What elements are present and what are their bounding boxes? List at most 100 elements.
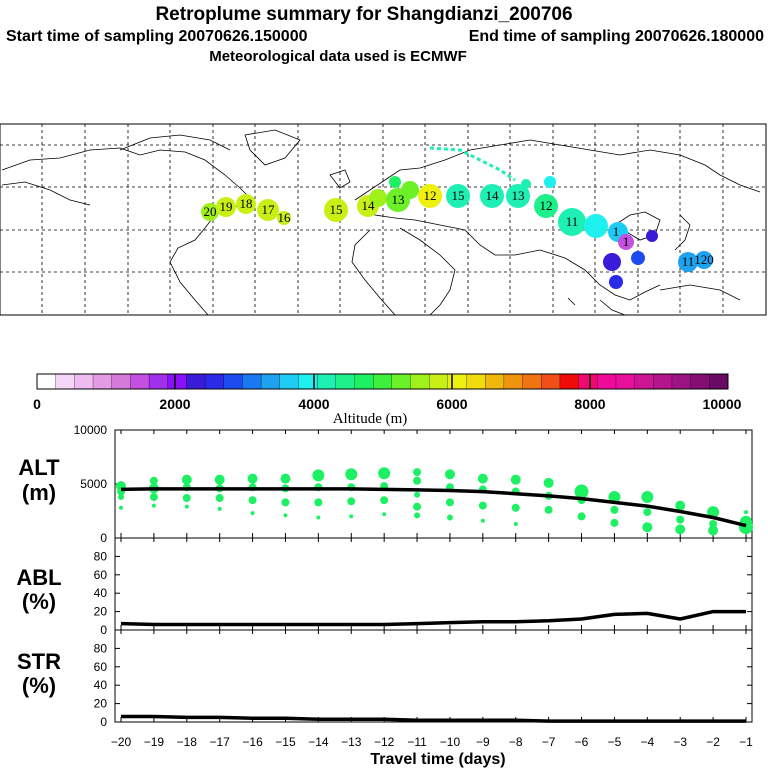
alt-plume-point <box>480 518 485 523</box>
colorbar-cell <box>242 373 262 390</box>
colorbar-cell <box>74 373 94 390</box>
alt-plume-point <box>577 512 586 521</box>
colorbar-title: Altitude (m) <box>333 411 408 427</box>
abl-y-tick-label: 20 <box>94 605 108 619</box>
plume-blob <box>389 176 401 188</box>
alt-plume-point <box>414 512 421 519</box>
alt-plume-point <box>444 469 455 480</box>
alt-plume-point <box>610 505 619 514</box>
colorbar-cell <box>186 373 206 390</box>
alt-plume-point <box>446 514 453 521</box>
colorbar-cell <box>671 373 692 390</box>
x-tick-label: −11 <box>407 735 427 749</box>
str-label-line2: (%) <box>22 673 56 698</box>
colorbar-cell <box>634 373 654 390</box>
sampling-start: Start time of sampling 20070626.150000 <box>6 28 308 45</box>
sampling-end: End time of sampling 20070626.180000 <box>469 28 764 45</box>
colorbar-cell <box>410 373 430 390</box>
alt-plume-point <box>181 474 192 485</box>
colorbar-cell <box>316 373 337 390</box>
x-tick-label: −1 <box>739 735 753 749</box>
x-tick-label: −7 <box>542 735 556 749</box>
x-tick-label: −15 <box>275 735 296 749</box>
colorbar-cell <box>391 373 411 390</box>
alt-plume-point <box>511 503 520 512</box>
plume-day-label: 15 <box>330 202 343 217</box>
plume-blob <box>558 208 586 236</box>
map-coastlines <box>1 129 761 316</box>
alt-plume-point <box>215 494 224 503</box>
colorbar-tick-10000: 10000 <box>703 396 742 412</box>
alt-panel: 0 5000 10000 <box>74 423 753 545</box>
alt-y-tick-label: 0 <box>100 531 107 545</box>
alt-plume-point <box>544 505 553 514</box>
colorbar-cell <box>92 373 113 390</box>
plume-blob <box>369 189 387 207</box>
x-tick-label: −9 <box>476 735 490 749</box>
alt-plume-point <box>345 468 358 481</box>
colorbar-cell <box>279 373 299 390</box>
alt-plume-point <box>151 503 156 508</box>
alt-plume-point <box>510 474 521 485</box>
colorbar-cell <box>466 373 486 390</box>
colorbar-tick-4000: 4000 <box>298 396 329 412</box>
plume-day-label: 14 <box>362 198 376 213</box>
x-tick-label: −16 <box>242 735 263 749</box>
colorbar-tick-0: 0 <box>33 396 41 412</box>
alt-plume-point <box>378 467 391 480</box>
plume-blob <box>216 197 236 217</box>
alt-plume-point <box>281 498 290 507</box>
alt-plume-point <box>248 496 257 505</box>
colorbar-cell <box>690 373 710 390</box>
alt-plume-point <box>380 496 389 505</box>
alt-plume-point <box>184 504 189 509</box>
plume-blob <box>418 184 442 208</box>
x-tick-label: −6 <box>575 735 589 749</box>
abl-label-line1: ABL <box>16 565 61 590</box>
alt-plume-point <box>250 511 255 516</box>
abl-y-tick-label: 40 <box>94 586 108 600</box>
x-axis-label: Travel time (days) <box>370 751 505 768</box>
plume-blob <box>201 203 219 221</box>
x-tick-label: −5 <box>608 735 622 749</box>
plume-day-label: 1 <box>623 234 630 249</box>
plume-day-label: 120 <box>694 252 714 267</box>
colorbar-cell <box>335 373 355 390</box>
plume-day-label: 17 <box>262 202 276 217</box>
colorbar-tick-6000: 6000 <box>436 396 467 412</box>
alt-plume-point <box>314 498 323 507</box>
colorbar-cell <box>578 373 598 390</box>
plume-day-label: 14 <box>486 188 500 203</box>
str-panel: 0 20 40 60 80 <box>94 629 753 729</box>
alt-label-line1: ALT <box>18 455 60 480</box>
colorbar-cell <box>130 373 150 390</box>
x-tick-label: −8 <box>509 735 523 749</box>
plume-blob <box>506 184 530 208</box>
alt-plume-point <box>739 520 753 535</box>
alt-frame <box>114 429 753 539</box>
x-tick-label: −14 <box>308 735 329 749</box>
alt-y-tick-label: 5000 <box>80 477 107 491</box>
colorbar-cell <box>36 373 57 390</box>
alt-plume-point <box>643 508 652 517</box>
alt-plume-point <box>445 498 454 507</box>
x-tick-label: −19 <box>144 735 165 749</box>
plume-blob <box>609 275 623 289</box>
colorbar-cell <box>447 373 467 390</box>
x-tick-label: −17 <box>210 735 231 749</box>
x-tick-label: −12 <box>374 735 395 749</box>
alt-plume-point <box>641 490 654 503</box>
map-graticule <box>0 124 766 315</box>
colorbar-cell <box>354 373 374 390</box>
str-y-tick-label: 0 <box>100 715 107 729</box>
plume-day-label: 11 <box>682 254 695 269</box>
plume-day-label: 15 <box>452 188 465 203</box>
figure-title: Retroplume summary for Shangdianzi_20070… <box>155 4 572 25</box>
alt-plume-point <box>574 484 589 499</box>
colorbar-cell <box>709 373 729 390</box>
colorbar-cell <box>429 373 449 390</box>
colorbar-cell <box>223 373 243 390</box>
alt-plume-point <box>149 476 158 485</box>
